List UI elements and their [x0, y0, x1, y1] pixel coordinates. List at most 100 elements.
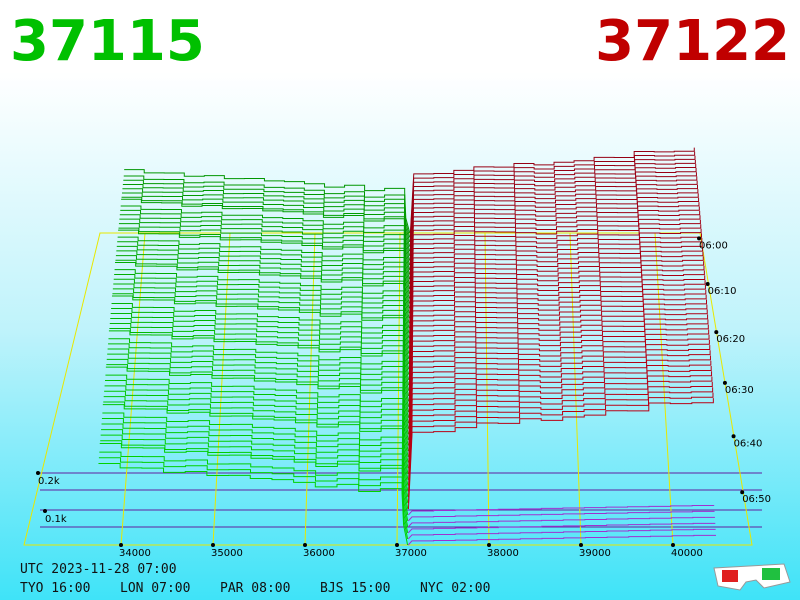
price-grid [569, 232, 582, 546]
bid-depth-line [110, 312, 410, 386]
ask-depth-line [407, 392, 714, 504]
bid-depth-line [123, 179, 411, 243]
bid-depth-line [101, 417, 409, 498]
city-clock: NYC 02:00 [420, 581, 490, 596]
bid-depth-line [101, 429, 409, 510]
bid-depth-line [106, 358, 409, 435]
ask-depth-line [409, 176, 698, 266]
bid-depth-line [122, 183, 411, 247]
ask-depth-line [408, 304, 708, 407]
ask-depth-line [407, 528, 716, 540]
time-label: 06:10 [708, 286, 737, 297]
ask-depth-line [409, 242, 703, 339]
bid-depth-line [117, 241, 410, 309]
ask-depth-line [408, 334, 710, 440]
city-clock: TYO 16:00 [20, 581, 90, 596]
price-tick [119, 543, 123, 547]
ask-depth-line [407, 522, 716, 534]
price-tick [303, 543, 307, 547]
city-clock: LON 07:00 [120, 581, 190, 596]
bid-depth-line [113, 283, 410, 354]
city-clock: PAR 08:00 [220, 581, 290, 596]
price-grid [120, 232, 146, 546]
bid-depth-line [108, 338, 409, 413]
ask-depth-line [409, 163, 697, 252]
ask-depth-line [409, 189, 699, 280]
bid-depth-line [113, 278, 410, 349]
depth-label: 0.1k [45, 514, 67, 525]
bid-depth-line [102, 412, 409, 492]
time-label: 06:30 [725, 385, 754, 396]
ask-depth-line [408, 251, 704, 349]
ask-depth-line [409, 155, 696, 243]
ask-depth-line [409, 237, 703, 334]
ask-depth-line [408, 360, 712, 469]
ask-depth-line [408, 256, 704, 354]
bid-depth-line [108, 330, 409, 407]
bid-depth-line [104, 379, 409, 457]
ask-depth-line [409, 228, 702, 324]
bid-depth-line [98, 457, 409, 540]
price-label: 39000 [579, 548, 611, 559]
time-label: 06:50 [742, 494, 771, 505]
time-tick [705, 281, 710, 286]
bid-depth-line [112, 288, 410, 360]
bid-depth-line [115, 255, 410, 324]
bid-depth-line [100, 434, 409, 516]
depth-tick [43, 509, 47, 513]
time-label: 06:20 [716, 334, 745, 345]
time-tick [731, 434, 736, 439]
ask-depth-line [407, 398, 714, 510]
utc-clock: UTC 2023-11-28 07:00 [20, 562, 177, 577]
bid-depth-line [101, 423, 409, 504]
depth-label: 0.2k [38, 476, 60, 487]
bid-depth-line [111, 307, 410, 381]
ask-depth-line [409, 151, 696, 238]
time-label: 06:00 [699, 240, 728, 251]
bid-depth-line [100, 440, 409, 521]
price-grid [484, 232, 490, 546]
ask-depth-line [409, 215, 701, 309]
depth-scene: 34000 35000 36000 37000 38000 39000 40000 06:00… [23, 147, 771, 559]
price-label: 35000 [211, 548, 243, 559]
time-tick [714, 330, 719, 335]
bid-depth-line [114, 273, 410, 344]
bid-depth-line [109, 322, 410, 397]
ask-depth-line [408, 371, 713, 480]
ask-price: 37122 [595, 9, 790, 74]
ask-depth-line [408, 355, 711, 463]
ask-depth-line [408, 381, 713, 492]
price-label: 34000 [119, 548, 151, 559]
bid-depth-line [99, 442, 409, 527]
ask-depth-line [409, 184, 699, 275]
price-tick [671, 543, 675, 547]
price-tick [395, 543, 399, 547]
price-tick [579, 543, 583, 547]
bid-depth-line [108, 343, 409, 418]
ask-depth-line [409, 147, 695, 234]
ask-depth-line [408, 261, 705, 359]
bid-depth-line [121, 192, 411, 256]
ask-depth-line [408, 280, 706, 380]
time-tick [697, 236, 702, 241]
ask-depth-line [409, 210, 701, 304]
ask-depth-line [408, 270, 705, 370]
bid-depth-line [111, 303, 410, 375]
time-tick [740, 490, 745, 495]
ask-depth-line [408, 319, 709, 424]
price-label: 36000 [303, 548, 335, 559]
bid-depth-line [104, 385, 409, 463]
bid-depth-line [119, 218, 410, 285]
price-tick [211, 543, 215, 547]
ask-depth-line [407, 534, 717, 546]
bid-depth-line [105, 374, 409, 452]
ask-depth-line [408, 309, 708, 413]
bid-depth-line [105, 366, 409, 446]
ask-depth-line [408, 299, 708, 402]
ask-depth-line [409, 193, 699, 285]
bid-depth-line [102, 404, 409, 486]
ask-depth-line [409, 219, 701, 314]
ask-depth-line [408, 265, 705, 365]
ask-depth-line [408, 275, 706, 375]
